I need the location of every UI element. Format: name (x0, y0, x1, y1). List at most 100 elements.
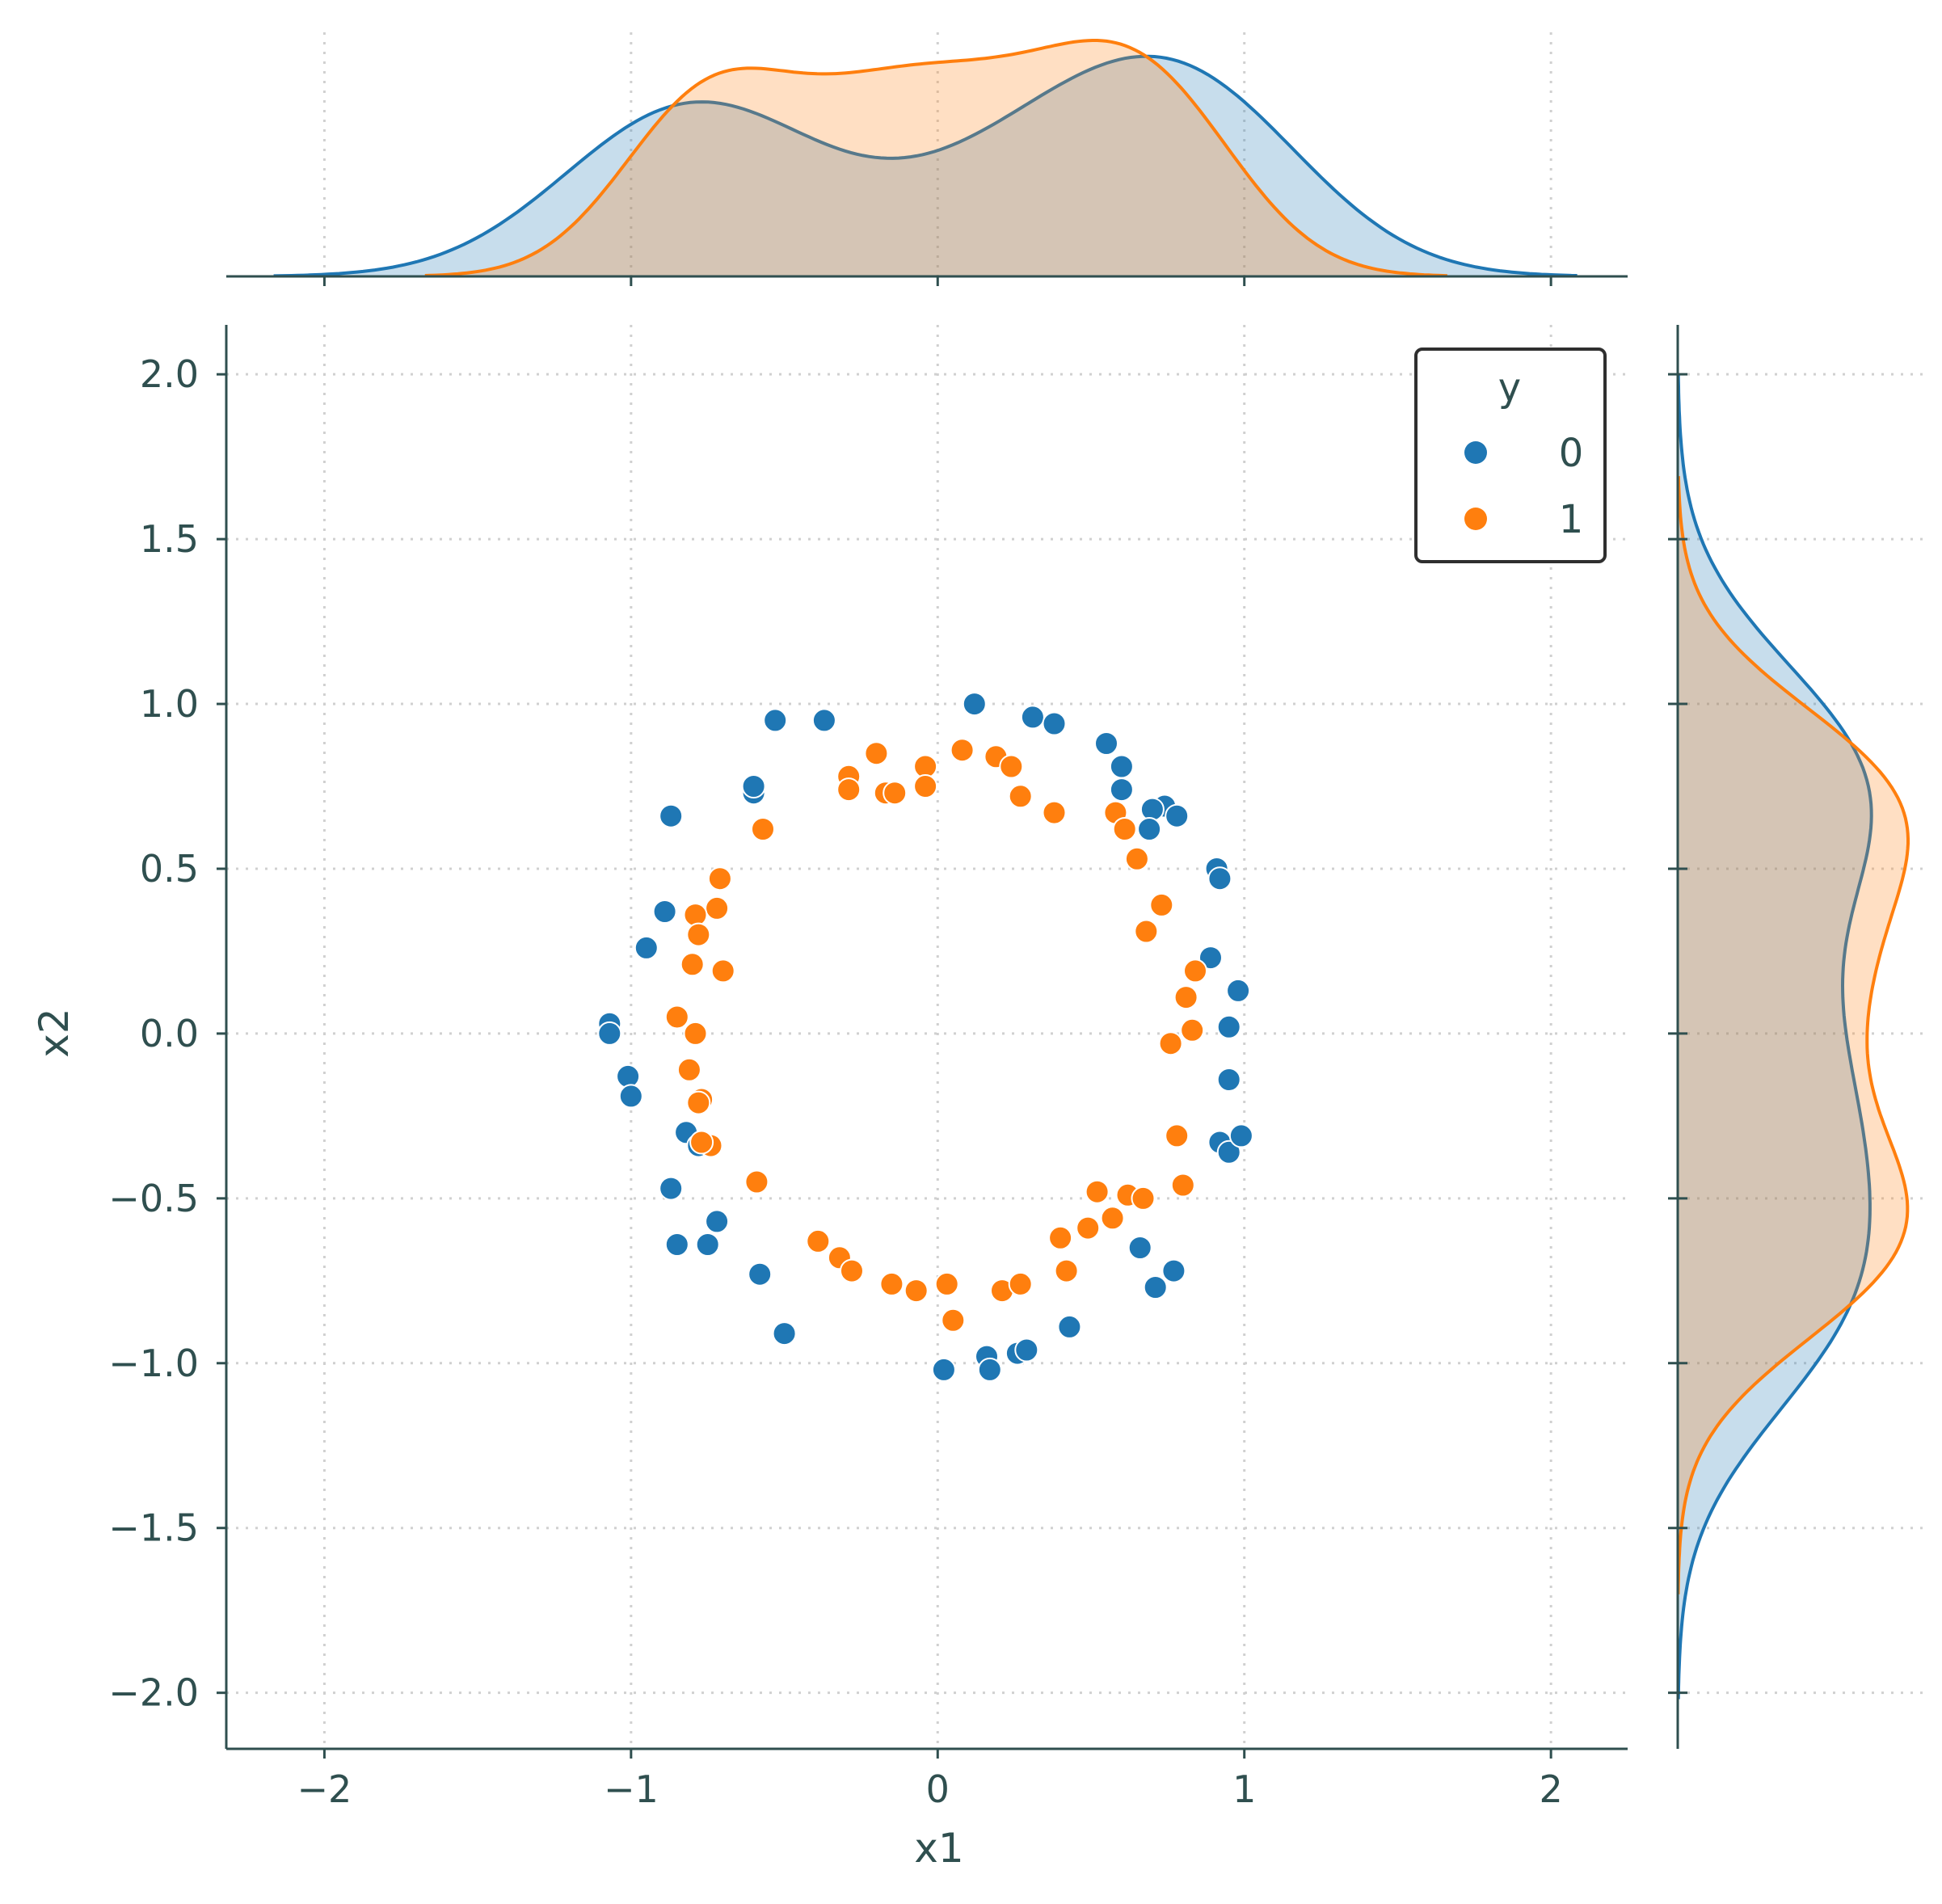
right-marginal-grid (1678, 373, 1923, 1695)
point-1 (680, 952, 705, 977)
point-0 (1094, 731, 1118, 756)
right-kde-line-1 (1676, 476, 1910, 1594)
point-0 (1137, 817, 1162, 841)
top-marginal-kde (273, 39, 1578, 278)
point-1 (705, 895, 730, 920)
point-1 (1131, 1186, 1156, 1211)
point-1 (683, 903, 708, 928)
point-0 (748, 1262, 773, 1287)
point-1 (883, 781, 908, 806)
point-0 (1057, 1314, 1082, 1339)
point-0 (763, 708, 788, 733)
point-1 (1149, 892, 1174, 917)
right-marginal-kde (1676, 374, 1910, 1700)
x-axis-label: x1 (914, 1825, 963, 1872)
point-1 (1008, 1271, 1033, 1296)
point-1 (686, 1090, 711, 1115)
point-1 (999, 754, 1024, 779)
point-1 (904, 1278, 929, 1304)
point-0 (1216, 1014, 1241, 1039)
point-0 (1042, 711, 1067, 736)
point-1 (864, 741, 889, 766)
point-1 (840, 1258, 864, 1283)
point-1 (1112, 817, 1137, 841)
point-0 (664, 1232, 689, 1257)
point-1 (1085, 1179, 1110, 1204)
y-tick-label: −1.0 (108, 1342, 199, 1385)
point-1 (676, 1057, 701, 1082)
point-0 (931, 1357, 956, 1382)
point-1 (1165, 1123, 1190, 1148)
point-0 (1216, 1068, 1241, 1092)
point-0 (1109, 754, 1134, 779)
point-1 (751, 817, 775, 841)
right-kde-area-1 (1678, 476, 1908, 1594)
point-1 (934, 1271, 959, 1296)
point-1 (913, 774, 938, 798)
point-1 (1008, 784, 1033, 809)
x-tick-label: 2 (1540, 1767, 1563, 1811)
point-0 (705, 1209, 730, 1234)
legend-marker-0 (1464, 441, 1487, 464)
point-0 (618, 1084, 643, 1109)
top-kde-line-1 (424, 39, 1447, 278)
point-1 (1042, 800, 1067, 825)
top-marginal-grid (322, 32, 1552, 276)
point-1 (1076, 1215, 1101, 1241)
point-1 (879, 1271, 904, 1296)
y-tick-label: 1.5 (140, 517, 199, 561)
point-0 (741, 774, 766, 798)
x-tick-label: 1 (1232, 1767, 1256, 1811)
point-0 (1165, 803, 1190, 828)
point-0 (977, 1357, 1002, 1382)
y-tick-label: 0.0 (140, 1012, 199, 1055)
point-1 (1173, 985, 1198, 1010)
point-1 (1170, 1173, 1195, 1198)
point-0 (634, 935, 659, 960)
point-1 (1054, 1258, 1079, 1283)
point-0 (1109, 777, 1134, 802)
point-0 (695, 1232, 720, 1257)
y-tick-label: −0.5 (108, 1177, 199, 1220)
point-1 (683, 1021, 708, 1046)
legend-title: y (1498, 365, 1521, 411)
point-1 (1134, 919, 1159, 944)
legend-entry-0: 0 (1559, 431, 1584, 476)
point-0 (1020, 705, 1045, 730)
point-1 (1183, 958, 1207, 984)
right-kde-line-0 (1676, 374, 1873, 1700)
point-1 (1180, 1017, 1205, 1043)
legend: y 0 1 (1414, 348, 1607, 563)
point-0 (772, 1321, 797, 1346)
point-1 (1158, 1031, 1183, 1056)
main-grid (226, 325, 1628, 1749)
legend-box (1414, 348, 1607, 563)
point-1 (710, 958, 735, 984)
point-1 (689, 1130, 714, 1155)
point-0 (1198, 946, 1223, 971)
axes (217, 275, 1687, 1759)
legend-entry-1: 1 (1559, 497, 1584, 542)
point-0 (659, 1176, 684, 1201)
scatter-points (597, 692, 1253, 1382)
y-tick-label: −1.5 (108, 1506, 199, 1550)
point-1 (806, 1228, 831, 1253)
point-0 (1226, 978, 1251, 1003)
point-0 (652, 899, 677, 924)
point-1 (1124, 846, 1149, 871)
x-tick-label: 0 (926, 1767, 950, 1811)
y-tick-label: −2.0 (108, 1671, 199, 1715)
x-tick-label: −1 (604, 1767, 659, 1811)
point-1 (686, 922, 711, 947)
point-1 (836, 777, 861, 802)
y-axis-label: x2 (31, 1008, 78, 1057)
point-0 (1216, 1139, 1241, 1165)
point-1 (1100, 1206, 1125, 1231)
point-1 (707, 866, 732, 891)
point-0 (962, 692, 987, 717)
point-0 (1143, 1275, 1168, 1300)
point-1 (744, 1169, 769, 1194)
point-0 (1127, 1236, 1152, 1260)
y-tick-label: 2.0 (140, 352, 199, 396)
